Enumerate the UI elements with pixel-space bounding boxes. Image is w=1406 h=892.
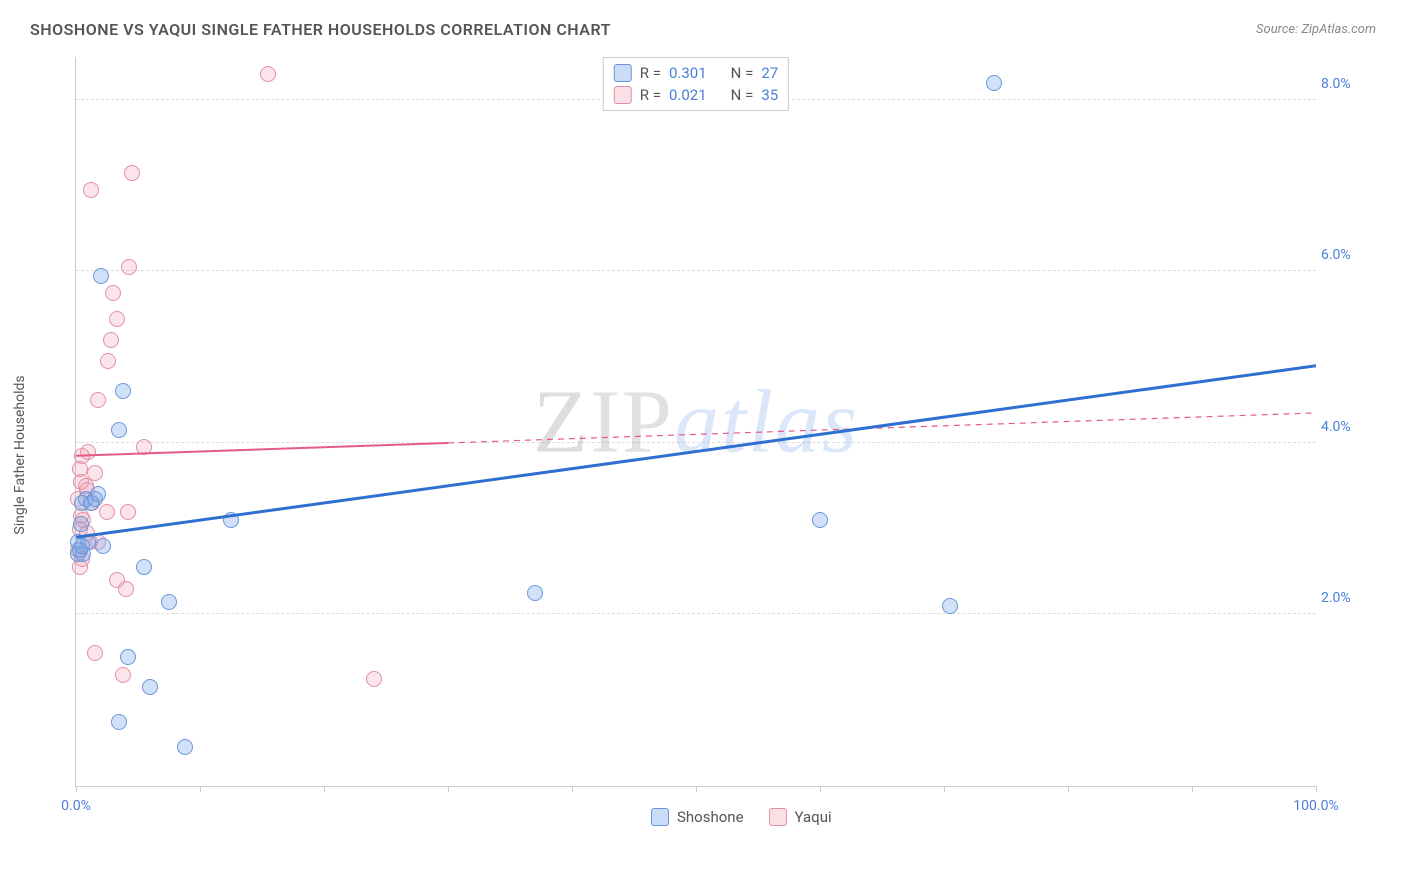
xtick xyxy=(572,786,573,792)
xtick xyxy=(1192,786,1193,792)
swatch-blue-icon xyxy=(614,64,632,82)
yaqui-marker xyxy=(260,66,276,82)
chart-title: SHOSHONE VS YAQUI SINGLE FATHER HOUSEHOL… xyxy=(30,20,611,39)
r-value-1: 0.301 xyxy=(669,64,707,82)
source-attribution: Source: ZipAtlas.com xyxy=(1256,22,1376,37)
ytick-label: 8.0% xyxy=(1321,76,1366,92)
xtick xyxy=(1068,786,1069,792)
legend-label-shoshone: Shoshone xyxy=(677,808,744,826)
xtick xyxy=(324,786,325,792)
shoshone-marker xyxy=(120,649,136,665)
xtick xyxy=(820,786,821,792)
shoshone-marker xyxy=(93,268,109,284)
yaqui-marker xyxy=(136,439,152,455)
y-axis-label: Single Father Households xyxy=(12,375,28,534)
xtick-label: 100.0% xyxy=(1293,798,1338,814)
watermark-atlas: atlas xyxy=(674,372,859,471)
r-label-1: R = xyxy=(640,64,661,82)
ytick-label: 6.0% xyxy=(1321,247,1366,263)
shoshone-marker xyxy=(223,512,239,528)
yaqui-marker xyxy=(83,182,99,198)
yaqui-marker xyxy=(105,285,121,301)
shoshone-marker xyxy=(812,512,828,528)
yaqui-marker xyxy=(124,165,140,181)
n-label-1: N = xyxy=(731,64,754,82)
swatch-red-icon xyxy=(614,86,632,104)
shoshone-marker xyxy=(73,516,89,532)
r-value-2: 0.021 xyxy=(669,86,707,104)
regression-lines xyxy=(76,57,1316,786)
yaqui-marker xyxy=(366,671,382,687)
watermark-z: Z xyxy=(533,372,590,471)
gridline-h xyxy=(76,442,1316,443)
yaqui-marker xyxy=(100,353,116,369)
legend-swatch-red-icon xyxy=(769,808,787,826)
shoshone-marker xyxy=(136,559,152,575)
xtick xyxy=(1316,786,1317,792)
xtick xyxy=(200,786,201,792)
legend-label-yaqui: Yaqui xyxy=(795,808,832,826)
ytick-label: 2.0% xyxy=(1321,590,1366,606)
plot-area: ZIPatlas R = 0.301 N = 27 R = 0.021 N = xyxy=(75,57,1316,787)
xtick xyxy=(944,786,945,792)
shoshone-marker xyxy=(90,486,106,502)
yaqui-marker xyxy=(121,259,137,275)
watermark: ZIPatlas xyxy=(533,370,859,473)
gridline-h xyxy=(76,270,1316,271)
xtick-label: 0.0% xyxy=(61,798,91,814)
shoshone-marker xyxy=(527,585,543,601)
plot-wrapper: Single Father Households ZIPatlas R = 0.… xyxy=(30,47,1376,847)
shoshone-marker xyxy=(111,422,127,438)
yaqui-marker xyxy=(87,645,103,661)
stats-row-yaqui: R = 0.021 N = 35 xyxy=(614,84,778,106)
n-label-2: N = xyxy=(731,86,754,104)
shoshone-marker xyxy=(142,679,158,695)
yaqui-marker xyxy=(90,392,106,408)
shoshone-marker xyxy=(986,75,1002,91)
yaqui-marker xyxy=(115,667,131,683)
yaqui-marker xyxy=(103,332,119,348)
xtick xyxy=(696,786,697,792)
source-prefix: Source: xyxy=(1256,22,1301,37)
stats-row-shoshone: R = 0.301 N = 27 xyxy=(614,62,778,84)
gridline-h xyxy=(76,613,1316,614)
shoshone-marker xyxy=(74,538,90,554)
watermark-ip: IP xyxy=(590,372,674,471)
yaqui-marker xyxy=(120,504,136,520)
shoshone-marker xyxy=(161,594,177,610)
yaqui-marker xyxy=(109,311,125,327)
legend-item-shoshone: Shoshone xyxy=(651,808,744,826)
shoshone-marker xyxy=(111,714,127,730)
r-label-2: R = xyxy=(640,86,661,104)
shoshone-marker xyxy=(115,383,131,399)
xtick xyxy=(76,786,77,792)
n-value-2: 35 xyxy=(761,86,778,104)
legend-item-yaqui: Yaqui xyxy=(769,808,832,826)
yaqui-marker xyxy=(118,581,134,597)
header-row: SHOSHONE VS YAQUI SINGLE FATHER HOUSEHOL… xyxy=(30,20,1376,39)
yaqui-marker xyxy=(99,504,115,520)
shoshone-marker xyxy=(95,538,111,554)
shoshone-marker xyxy=(942,598,958,614)
source-name: ZipAtlas.com xyxy=(1301,22,1376,37)
chart-container: SHOSHONE VS YAQUI SINGLE FATHER HOUSEHOL… xyxy=(0,0,1406,892)
shoshone-marker xyxy=(177,739,193,755)
stats-legend: R = 0.301 N = 27 R = 0.021 N = 35 xyxy=(603,57,789,111)
n-value-1: 27 xyxy=(761,64,778,82)
xtick xyxy=(448,786,449,792)
series-legend: Shoshone Yaqui xyxy=(651,808,1251,826)
legend-swatch-blue-icon xyxy=(651,808,669,826)
ytick-label: 4.0% xyxy=(1321,419,1366,435)
